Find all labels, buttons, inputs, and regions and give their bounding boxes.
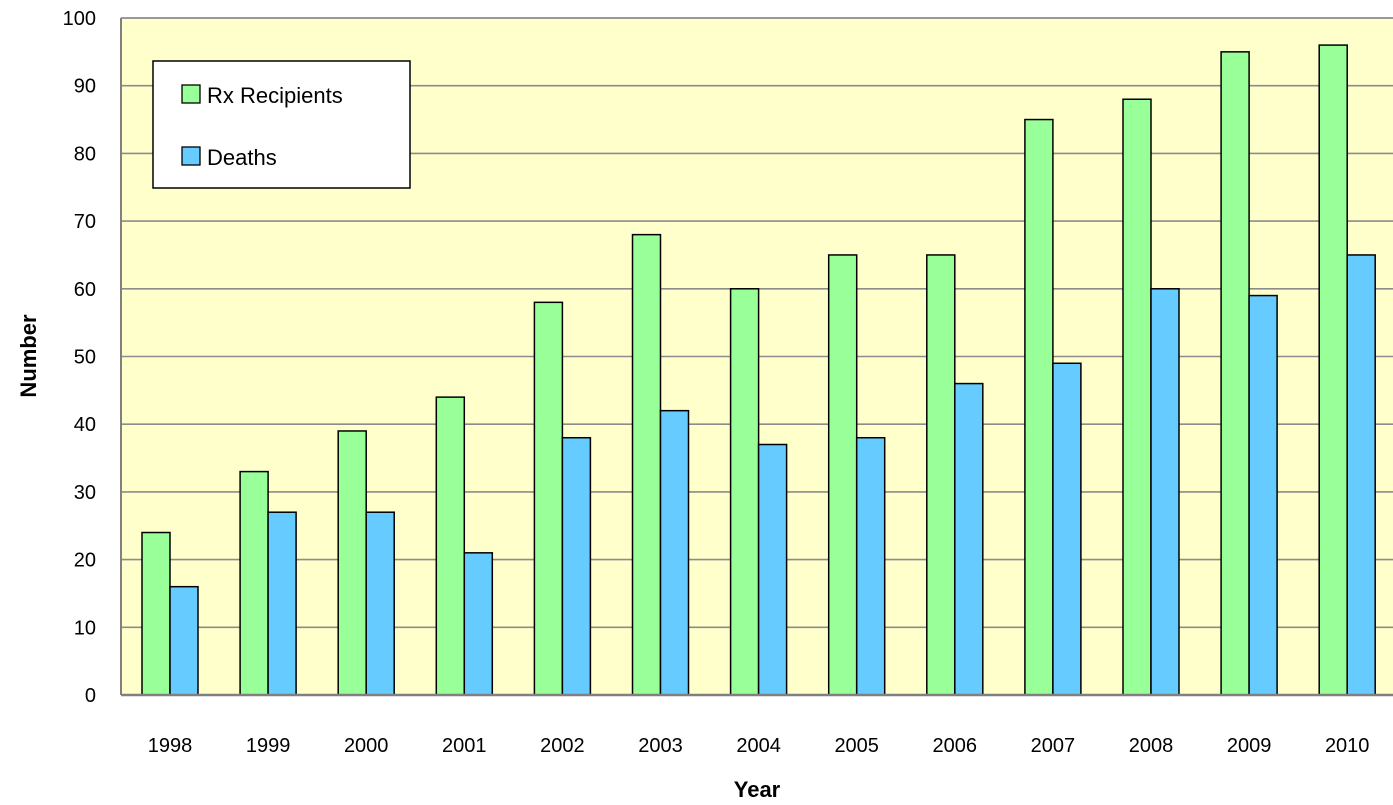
x-tick-labels: 1998 1999 2000 2001 2002 2003 2004 2005 2006 2007…: [148, 735, 1370, 757]
bar-rx-recipients-1999: [239, 470, 269, 696]
legend-box: [152, 60, 411, 189]
y-tick-label-20: 20: [74, 550, 96, 572]
bar-deaths-2002: [561, 436, 592, 696]
y-tick-label-100: 100: [63, 8, 96, 30]
bar-deaths-2006: [954, 382, 984, 696]
x-tick-label-2004: 2004: [736, 735, 781, 757]
bar-rx-recipients-2000: [337, 430, 367, 696]
y-tick-label-70: 70: [74, 211, 96, 233]
bar-deaths-2005: [855, 436, 886, 696]
y-tick-label-0: 0: [85, 685, 96, 707]
legend-swatch-rx-recipients: [181, 84, 201, 104]
x-tick-label-2008: 2008: [1129, 735, 1174, 757]
x-tick-label-1999: 1999: [246, 735, 291, 757]
legend-swatch-deaths: [181, 146, 201, 166]
y-tick-label-80: 80: [74, 143, 96, 165]
y-tick-label-90: 90: [74, 76, 96, 98]
x-tick-label-2010: 2010: [1325, 735, 1370, 757]
bar-rx-recipients-2005: [827, 254, 858, 696]
bar-rx-recipients-2009: [1220, 51, 1250, 696]
bar-deaths-2000: [365, 511, 395, 696]
x-tick-label-2006: 2006: [933, 735, 978, 757]
y-tick-label-30: 30: [74, 482, 96, 504]
x-tick-label-2005: 2005: [834, 735, 879, 757]
bar-rx-recipients-2001: [435, 396, 466, 696]
bar-deaths-1998: [169, 585, 199, 696]
x-tick-label-2002: 2002: [540, 735, 585, 757]
axes: [120, 17, 1393, 697]
bar-rx-recipients-2003: [631, 233, 662, 696]
bar-rx-recipients-2006: [926, 254, 956, 696]
bar-rx-recipients-1998: [141, 531, 171, 696]
bar-rx-recipients-2004: [729, 288, 760, 696]
bar-deaths-2008: [1150, 288, 1180, 696]
legend: Rx Recipients Deaths: [152, 60, 411, 189]
x-tick-label-1998: 1998: [148, 735, 193, 757]
legend-label-deaths: Deaths: [207, 145, 277, 170]
x-tick-label-2003: 2003: [638, 735, 683, 757]
y-tick-label-50: 50: [74, 347, 96, 369]
x-tick-label-2000: 2000: [344, 735, 389, 757]
legend-label-rx-recipients: Rx Recipients: [207, 83, 343, 108]
y-tick-label-40: 40: [74, 414, 96, 436]
bar-deaths-2001: [463, 552, 494, 696]
bars: [141, 44, 1376, 696]
bar-rx-recipients-2007: [1024, 118, 1054, 696]
x-axis-title: Year: [734, 777, 781, 802]
bar-deaths-2009: [1248, 294, 1278, 696]
x-tick-label-2007: 2007: [1031, 735, 1076, 757]
x-tick-label-2009: 2009: [1227, 735, 1272, 757]
bar-rx-recipients-2002: [533, 301, 564, 696]
bar-rx-recipients-2008: [1122, 98, 1152, 696]
y-tick-labels: 0 10 20 30 40 50 60 70 80 90 100: [63, 8, 96, 707]
bar-deaths-2010: [1346, 254, 1376, 696]
bar-deaths-2007: [1052, 362, 1082, 696]
bar-deaths-2004: [757, 443, 788, 696]
bar-rx-recipients-2010: [1318, 44, 1348, 696]
bar-deaths-1999: [267, 511, 297, 696]
y-tick-label-60: 60: [74, 279, 96, 301]
bar-deaths-2003: [659, 409, 690, 696]
y-tick-label-10: 10: [74, 617, 96, 639]
y-axis-title: Number: [16, 314, 41, 398]
x-tick-label-2001: 2001: [442, 735, 487, 757]
